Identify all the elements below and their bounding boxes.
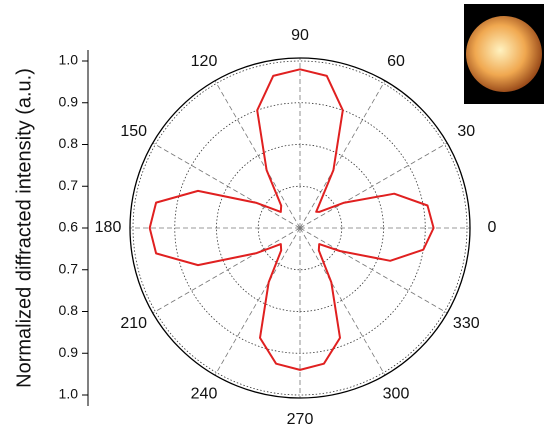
angle-tick-label: 210 — [120, 315, 147, 332]
radial-tick-label: 0.8 — [59, 135, 79, 151]
inset-sample — [466, 16, 542, 92]
angle-grid-line — [300, 81, 385, 228]
angle-tick-label: 30 — [457, 123, 475, 140]
radial-tick-label: 0.7 — [59, 260, 79, 276]
angle-tick-label: 150 — [120, 123, 147, 140]
angle-tick-label: 240 — [191, 385, 218, 402]
radial-tick-label: 0.7 — [59, 177, 79, 193]
angle-tick-label: 120 — [191, 53, 218, 70]
angle-grid-line — [153, 228, 300, 313]
angle-grid-line — [215, 228, 300, 375]
y-axis-label: Normalized diffracted intensity (a.u.) — [13, 68, 35, 388]
angle-tick-label: 0 — [488, 219, 497, 236]
angle-grid-line — [153, 143, 300, 228]
angle-tick-label: 60 — [387, 53, 405, 70]
radial-tick-label: 0.9 — [59, 93, 79, 109]
radial-tick-label: 0.6 — [59, 219, 79, 235]
angle-tick-label: 300 — [383, 385, 410, 402]
angle-grid-line — [215, 81, 300, 228]
radial-tick-label: 1.0 — [59, 52, 79, 68]
angle-tick-label: 90 — [291, 27, 309, 44]
radial-tick-label: 0.8 — [59, 302, 79, 318]
angle-grid-line — [300, 143, 447, 228]
angle-tick-label: 270 — [287, 411, 314, 428]
chart: Normalized diffracted intensity (a.u.) 0… — [0, 0, 551, 433]
angle-tick-label: 330 — [453, 315, 480, 332]
angle-grid-line — [300, 228, 385, 375]
angle-tick-label: 180 — [95, 219, 122, 236]
radial-tick-label: 0.9 — [59, 344, 79, 360]
intensity-curve — [150, 69, 434, 370]
angle-grid-line — [300, 228, 447, 313]
radial-tick-label: 1.0 — [59, 386, 79, 402]
